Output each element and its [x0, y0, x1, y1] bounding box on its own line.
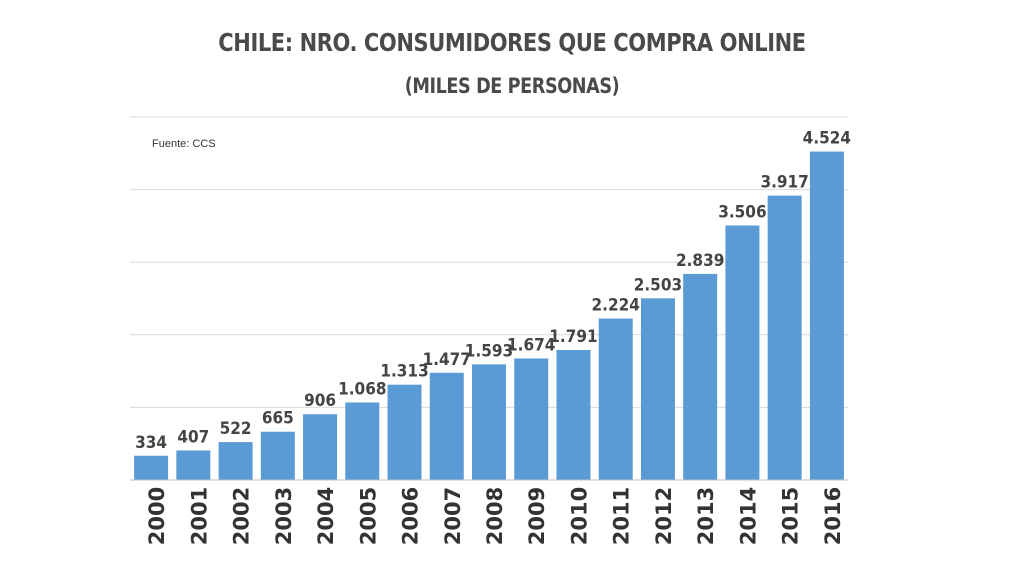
year-label-2015: 2015 [779, 487, 803, 545]
year-label-2000: 2000 [145, 487, 169, 545]
year-label-2001: 2001 [187, 487, 211, 545]
bar-2006 [387, 384, 422, 480]
year-label-2007: 2007 [441, 487, 465, 545]
value-label-2001: 407 [177, 427, 209, 447]
bar-2008 [472, 364, 506, 480]
value-label-2003: 665 [262, 409, 294, 429]
year-label-2002: 2002 [230, 487, 254, 545]
year-label-2009: 2009 [525, 487, 549, 545]
value-label-2006: 1.313 [380, 362, 428, 382]
bar-2016 [809, 151, 844, 480]
year-label-2003: 2003 [272, 487, 296, 545]
bar-2013 [683, 273, 718, 480]
year-label-2005: 2005 [356, 487, 380, 545]
year-label-2008: 2008 [483, 487, 507, 545]
year-label-2010: 2010 [567, 487, 591, 545]
bar-2015 [767, 195, 802, 480]
value-label-2010: 1.791 [549, 327, 597, 347]
value-label-2007: 1.477 [423, 350, 471, 370]
year-label-2014: 2014 [736, 487, 760, 545]
bar-2011 [598, 318, 633, 480]
x-axis: 2000 2001 2002 2003 2004 2005 2006 2007 2008 2009… [130, 479, 848, 545]
bars [134, 151, 844, 480]
bar-2005 [345, 402, 380, 480]
source-note: Fuente: CCS [152, 138, 216, 150]
year-label-2016: 2016 [821, 487, 845, 545]
value-label-2013: 2.839 [676, 251, 724, 271]
value-label-2014: 3.506 [718, 202, 766, 222]
value-label-2009: 1.674 [507, 335, 555, 355]
value-label-2016: 4.524 [803, 129, 851, 149]
year-label-2013: 2013 [694, 487, 718, 545]
value-label-2002: 522 [220, 419, 252, 439]
bar-2003 [260, 431, 295, 480]
year-label-2012: 2012 [652, 487, 676, 545]
year-label-2011: 2011 [610, 487, 634, 545]
value-labels: 334 407 522 665 9061.0681.3131.4771.5931.674… [135, 129, 851, 453]
year-label-2006: 2006 [399, 487, 423, 545]
year-label-2004: 2004 [314, 487, 338, 545]
value-label-2008: 1.593 [465, 341, 513, 361]
bar-2007 [429, 372, 464, 480]
bar-2009 [514, 358, 549, 480]
bar-2012 [640, 298, 675, 480]
value-label-2000: 334 [135, 433, 167, 453]
chart-title: CHILE: NRO. CONSUMIDORES QUE COMPRA ONLI… [218, 28, 806, 57]
value-label-2011: 2.224 [592, 296, 640, 316]
value-label-2015: 3.917 [760, 173, 808, 193]
bar-2000 [134, 455, 169, 480]
chart-subtitle: (MILES DE PERSONAS) [404, 74, 620, 98]
value-label-2004: 906 [304, 391, 336, 411]
value-label-2012: 2.503 [634, 275, 682, 295]
bar-2010 [556, 349, 591, 480]
value-label-2005: 1.068 [338, 379, 386, 399]
bar-2014 [725, 225, 760, 480]
bar-2001 [176, 450, 211, 480]
bar-2004 [303, 414, 338, 480]
bar-2002 [218, 442, 253, 480]
